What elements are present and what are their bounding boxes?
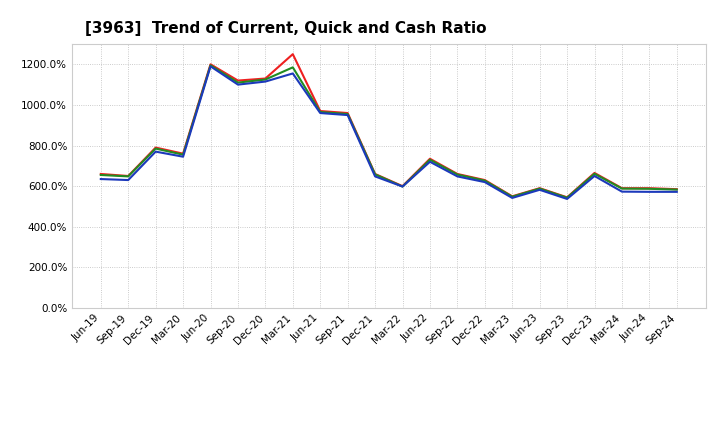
- Current Ratio: [536, 186, 544, 191]
- Current Ratio: [206, 62, 215, 67]
- Quick Ratio: [179, 152, 187, 158]
- Current Ratio: [289, 51, 297, 57]
- Cash Ratio: [536, 187, 544, 192]
- Quick Ratio: [343, 111, 352, 117]
- Quick Ratio: [426, 157, 434, 162]
- Quick Ratio: [563, 195, 572, 200]
- Current Ratio: [371, 171, 379, 176]
- Quick Ratio: [316, 110, 325, 115]
- Cash Ratio: [233, 82, 242, 87]
- Line: Current Ratio: Current Ratio: [101, 54, 677, 197]
- Quick Ratio: [96, 172, 105, 178]
- Cash Ratio: [672, 189, 681, 194]
- Cash Ratio: [618, 189, 626, 194]
- Current Ratio: [618, 186, 626, 191]
- Current Ratio: [343, 110, 352, 116]
- Current Ratio: [179, 151, 187, 156]
- Quick Ratio: [151, 146, 160, 151]
- Cash Ratio: [261, 79, 270, 84]
- Quick Ratio: [206, 62, 215, 68]
- Current Ratio: [590, 170, 599, 176]
- Cash Ratio: [179, 154, 187, 159]
- Text: [3963]  Trend of Current, Quick and Cash Ratio: [3963] Trend of Current, Quick and Cash …: [85, 21, 486, 36]
- Current Ratio: [426, 156, 434, 161]
- Cash Ratio: [426, 159, 434, 165]
- Cash Ratio: [206, 64, 215, 69]
- Line: Quick Ratio: Quick Ratio: [101, 65, 677, 198]
- Cash Ratio: [316, 110, 325, 116]
- Cash Ratio: [645, 189, 654, 194]
- Current Ratio: [508, 194, 516, 199]
- Line: Cash Ratio: Cash Ratio: [101, 66, 677, 199]
- Quick Ratio: [508, 194, 516, 199]
- Quick Ratio: [536, 186, 544, 191]
- Current Ratio: [233, 78, 242, 83]
- Cash Ratio: [453, 174, 462, 179]
- Cash Ratio: [563, 196, 572, 202]
- Cash Ratio: [96, 176, 105, 182]
- Quick Ratio: [371, 172, 379, 177]
- Current Ratio: [316, 108, 325, 114]
- Quick Ratio: [645, 186, 654, 191]
- Current Ratio: [96, 171, 105, 176]
- Cash Ratio: [343, 113, 352, 118]
- Cash Ratio: [371, 174, 379, 179]
- Quick Ratio: [233, 80, 242, 85]
- Current Ratio: [453, 171, 462, 176]
- Current Ratio: [124, 173, 132, 179]
- Quick Ratio: [398, 184, 407, 189]
- Cash Ratio: [398, 184, 407, 189]
- Current Ratio: [480, 177, 489, 183]
- Quick Ratio: [672, 187, 681, 192]
- Quick Ratio: [124, 174, 132, 179]
- Current Ratio: [151, 145, 160, 150]
- Cash Ratio: [151, 149, 160, 154]
- Quick Ratio: [453, 172, 462, 177]
- Cash Ratio: [508, 195, 516, 201]
- Cash Ratio: [124, 177, 132, 183]
- Cash Ratio: [590, 173, 599, 179]
- Current Ratio: [261, 76, 270, 81]
- Current Ratio: [645, 186, 654, 191]
- Quick Ratio: [618, 186, 626, 191]
- Current Ratio: [672, 187, 681, 192]
- Cash Ratio: [480, 180, 489, 185]
- Quick Ratio: [480, 178, 489, 183]
- Quick Ratio: [289, 65, 297, 70]
- Quick Ratio: [590, 171, 599, 176]
- Current Ratio: [398, 183, 407, 189]
- Current Ratio: [563, 194, 572, 200]
- Cash Ratio: [289, 71, 297, 76]
- Quick Ratio: [261, 77, 270, 82]
